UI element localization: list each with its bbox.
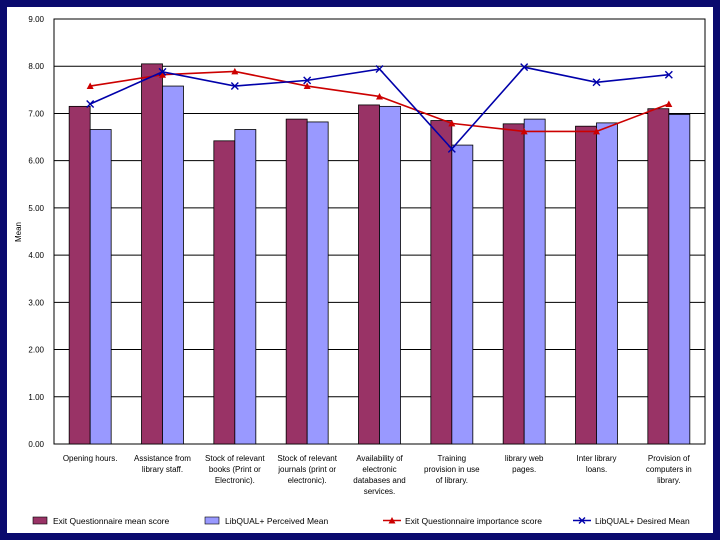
- x-tick-label-0: Opening hours.: [63, 454, 118, 463]
- chart: 0.00 1.00 2.00 3.00 4.00 5.00 6.00 7.00 8.00 9.00…: [14, 15, 706, 526]
- x-tick-label-line: electronic: [362, 465, 396, 474]
- bar-libqual-perceived-mean-8: [668, 113, 691, 445]
- bar-exit-questionnaire-mean-score-4: [358, 104, 380, 445]
- marker-exit-questionnaire-importance-score-4: [376, 92, 383, 100]
- bar-exit-questionnaire-mean-score-5: [430, 120, 453, 445]
- marker-exit-questionnaire-importance-score-6: [520, 127, 528, 135]
- legend-swatch-libqual-perceived-mean: [204, 516, 220, 525]
- legend-label-exit-questionnaire-mean-score: Exit Questionnaire mean score: [53, 516, 169, 526]
- x-tick-label-2: Stock of relevant books (Print or Electron…: [205, 454, 265, 485]
- y-tick-label: 4.00: [28, 251, 44, 260]
- x-tick-label-line: of library.: [436, 476, 468, 485]
- marker-exit-questionnaire-importance-score-1: [159, 71, 166, 78]
- marker-libqual-desired-mean-1: [158, 67, 167, 76]
- x-tick-label-line: Opening hours.: [63, 454, 118, 463]
- x-tick-label-line: Training: [438, 454, 467, 463]
- marker-libqual-desired-mean-0: [86, 100, 95, 108]
- x-tick-label-7: Inter library loans.: [576, 454, 616, 474]
- x-tick-label-line: computers in: [646, 465, 692, 474]
- bar-libqual-perceived-mean-1: [162, 85, 184, 445]
- y-tick-label: 2.00: [28, 346, 44, 355]
- y-tick-label: 5.00: [28, 204, 44, 213]
- legend-label-libqual-perceived-mean: LibQUAL+ Perceived Mean: [225, 516, 329, 526]
- x-tick-label-line: databases and: [353, 476, 406, 485]
- x-tick-label-line: pages.: [512, 465, 536, 474]
- x-tick-labels: Opening hours. Assistance from library sta…: [63, 454, 692, 496]
- x-tick-label-line: Stock of relevant: [205, 454, 265, 463]
- marker-libqual-desired-mean-7: [592, 78, 601, 87]
- y-tick-label: 6.00: [28, 157, 44, 166]
- x-tick-label-line: electronic).: [288, 476, 327, 485]
- x-tick-label-line: books (Print or: [209, 465, 261, 474]
- y-axis-label: Mean: [14, 222, 23, 242]
- y-tick-labels: 0.00 1.00 2.00 3.00 4.00 5.00 6.00 7.00 8.00 9.00: [28, 15, 44, 449]
- marker-exit-questionnaire-importance-score-0: [86, 82, 94, 90]
- x-tick-label-line: Electronic).: [215, 476, 255, 485]
- x-tick-label-line: library web: [505, 454, 544, 463]
- legend-label-libqual-desired-mean: LibQUAL+ Desired Mean: [595, 516, 690, 526]
- x-tick-label-line: Inter library: [576, 454, 616, 463]
- legend-marker-exit-questionnaire-importance-score: [388, 517, 396, 524]
- marker-exit-questionnaire-importance-score-5: [448, 119, 456, 127]
- marker-exit-questionnaire-importance-score-2: [231, 67, 239, 75]
- bar-exit-questionnaire-mean-score-8: [647, 108, 670, 445]
- x-tick-label-line: Availability of: [356, 454, 403, 463]
- marker-libqual-desired-mean-4: [375, 65, 384, 74]
- bar-libqual-perceived-mean-5: [451, 144, 474, 445]
- x-tick-label-8: Provision of computers in library.: [646, 454, 692, 485]
- y-tick-label: 8.00: [28, 62, 44, 71]
- marker-exit-questionnaire-importance-score-3: [303, 82, 311, 90]
- y-tick-label: 0.00: [28, 440, 44, 449]
- x-tick-label-1: Assistance from library staff.: [134, 454, 191, 474]
- legend-marker-libqual-desired-mean: [578, 517, 586, 524]
- y-tick-label: 7.00: [28, 109, 44, 118]
- series-lines: [86, 63, 673, 153]
- bar-exit-questionnaire-mean-score-7: [575, 125, 597, 445]
- bar-libqual-perceived-mean-0: [89, 129, 112, 445]
- legend-label-exit-questionnaire-importance-score: Exit Questionnaire importance score: [405, 516, 542, 526]
- x-tick-label-line: journals (print or: [277, 465, 336, 474]
- bars: [68, 63, 691, 445]
- bar-exit-questionnaire-mean-score-0: [68, 105, 91, 445]
- bar-libqual-perceived-mean-4: [379, 105, 401, 445]
- x-tick-label-line: library.: [657, 476, 680, 485]
- bar-libqual-perceived-mean-2: [234, 129, 257, 445]
- x-tick-label-line: services.: [364, 487, 396, 496]
- y-tick-label: 1.00: [28, 393, 44, 402]
- bar-libqual-perceived-mean-7: [596, 122, 618, 445]
- y-tick-label: 9.00: [28, 15, 44, 24]
- legend-swatch-exit-questionnaire-mean-score: [32, 516, 48, 525]
- x-tick-label-line: Stock of relevant: [277, 454, 337, 463]
- x-tick-label-line: loans.: [586, 465, 607, 474]
- bar-libqual-perceived-mean-3: [306, 121, 329, 445]
- bar-exit-questionnaire-mean-score-1: [141, 63, 163, 445]
- x-tick-label-3: Stock of relevant journals (print or elect…: [277, 454, 337, 485]
- marker-exit-questionnaire-importance-score-8: [665, 100, 673, 107]
- x-tick-label-4: Availability of electronic databases and se…: [353, 454, 406, 496]
- x-tick-label-line: library staff.: [142, 465, 183, 474]
- marker-libqual-desired-mean-5: [447, 144, 456, 153]
- x-tick-label-6: library web pages.: [505, 454, 544, 474]
- bar-exit-questionnaire-mean-score-3: [285, 118, 308, 445]
- legend: Exit Questionnaire mean score LibQUAL+ Pe…: [32, 516, 690, 526]
- bar-libqual-perceived-mean-6: [523, 118, 546, 445]
- marker-libqual-desired-mean-3: [303, 76, 312, 85]
- y-tick-label: 3.00: [28, 298, 44, 307]
- x-tick-label-line: provision in use: [424, 465, 480, 474]
- bar-exit-questionnaire-mean-score-6: [502, 123, 525, 445]
- marker-libqual-desired-mean-8: [664, 70, 673, 79]
- x-tick-label-5: Training provision in use of library.: [424, 454, 480, 485]
- marker-exit-questionnaire-importance-score-7: [593, 127, 600, 135]
- bar-exit-questionnaire-mean-score-2: [213, 140, 236, 445]
- x-tick-label-line: Provision of: [648, 454, 691, 463]
- marker-libqual-desired-mean-6: [520, 63, 529, 72]
- chart-frame: 0.00 1.00 2.00 3.00 4.00 5.00 6.00 7.00 8.00 9.00…: [7, 7, 713, 533]
- marker-libqual-desired-mean-2: [230, 82, 239, 91]
- x-tick-label-line: Assistance from: [134, 454, 191, 463]
